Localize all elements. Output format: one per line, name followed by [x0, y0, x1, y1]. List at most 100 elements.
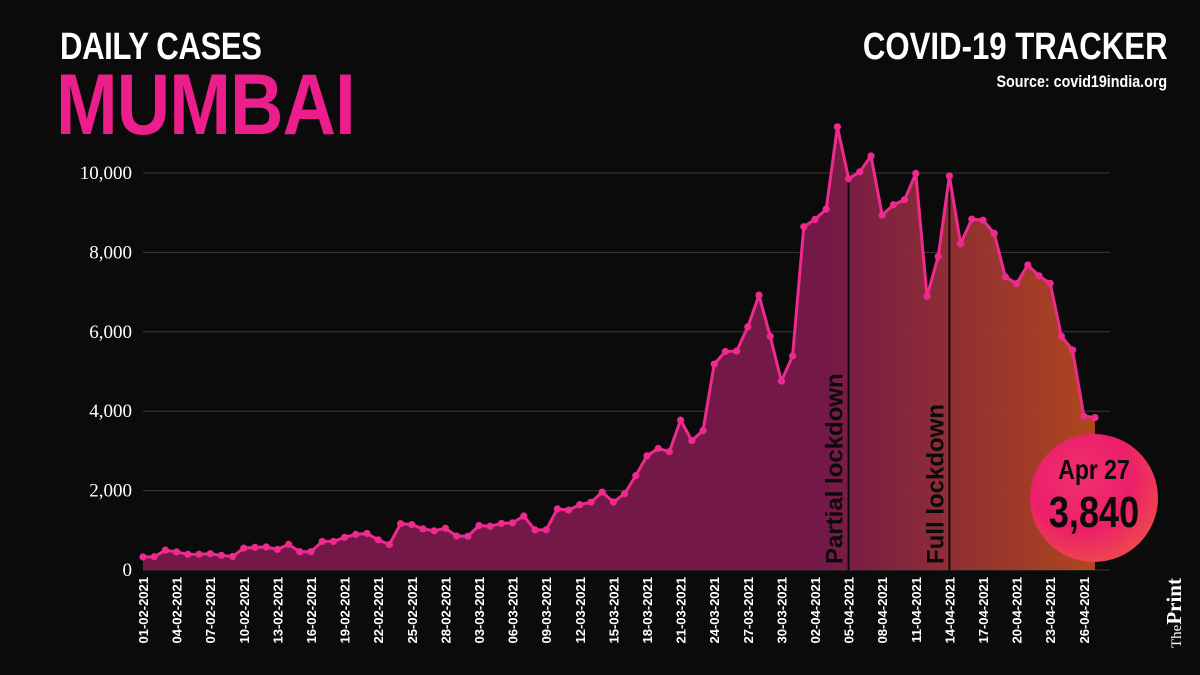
- x-tick-label: 26-04-2021: [1077, 577, 1092, 644]
- x-tick-label: 04-02-2021: [170, 577, 185, 644]
- data-point: [173, 548, 181, 556]
- y-tick-label: 10,000: [80, 163, 132, 184]
- x-tick-label: 06-03-2021: [506, 577, 521, 644]
- data-point: [688, 436, 696, 445]
- x-tick-label: 13-02-2021: [270, 577, 285, 644]
- data-point: [531, 526, 539, 534]
- data-point: [833, 123, 842, 131]
- x-tick-label: 14-04-2021: [942, 577, 957, 644]
- x-tick-label: 23-04-2021: [1043, 577, 1058, 644]
- data-point: [957, 240, 965, 248]
- data-point: [296, 548, 304, 556]
- x-tick-label: 12-03-2021: [573, 577, 588, 644]
- data-point: [621, 490, 629, 498]
- data-point: [777, 377, 786, 385]
- data-point: [307, 548, 315, 556]
- x-tick-label: 18-03-2021: [640, 577, 655, 644]
- x-tick-label: 20-04-2021: [1010, 577, 1025, 644]
- x-tick-label: 27-03-2021: [741, 577, 756, 644]
- data-point: [195, 550, 203, 558]
- data-point: [598, 488, 606, 496]
- x-tick-label: 03-03-2021: [472, 577, 487, 644]
- data-point: [150, 553, 158, 561]
- data-point: [262, 543, 270, 551]
- data-point: [363, 529, 371, 538]
- data-point: [206, 550, 214, 558]
- data-point: [385, 540, 393, 549]
- x-tick-label: 19-02-2021: [338, 577, 353, 644]
- data-point: [229, 552, 237, 561]
- annotation-layer: Partial lockdown Full lockdown: [822, 179, 951, 570]
- x-tick-label: 30-03-2021: [774, 577, 789, 644]
- data-point: [934, 252, 942, 261]
- data-point: [329, 537, 337, 546]
- city-title: MUMBAI: [56, 57, 356, 153]
- data-point: [867, 152, 875, 160]
- tracker-title: COVID-19 TRACKER: [863, 26, 1168, 68]
- annotation-label: Full lockdown: [922, 404, 949, 564]
- x-tick-label: 01-02-2021: [136, 577, 151, 644]
- y-tick-label: 6,000: [89, 322, 132, 343]
- data-point: [822, 205, 830, 213]
- data-point: [710, 360, 718, 368]
- x-tick-label: 07-02-2021: [203, 577, 218, 644]
- data-point: [240, 544, 248, 552]
- data-point: [1091, 413, 1099, 422]
- x-tick-label: 22-02-2021: [371, 577, 386, 644]
- x-tick-label: 16-02-2021: [304, 577, 319, 644]
- data-point: [408, 520, 416, 529]
- data-point: [161, 546, 169, 554]
- data-point: [968, 215, 976, 223]
- x-axis: 01-02-2021 04-02-2021 07-02-2021 10-02-2021…: [136, 577, 1092, 644]
- data-point: [665, 448, 674, 456]
- data-point: [285, 540, 293, 548]
- data-point: [643, 452, 651, 460]
- data-point: [609, 498, 618, 506]
- data-point: [1035, 272, 1043, 280]
- data-point: [1069, 346, 1077, 354]
- x-tick-label: 09-03-2021: [539, 577, 554, 644]
- data-point: [497, 519, 505, 528]
- data-point: [912, 169, 920, 178]
- data-point: [565, 506, 573, 514]
- data-point: [397, 520, 405, 528]
- x-tick-label: 17-04-2021: [976, 577, 991, 644]
- data-point: [845, 175, 853, 183]
- data-point: [755, 291, 763, 299]
- logo-print: Print: [1162, 578, 1186, 625]
- data-point: [654, 444, 662, 453]
- x-tick-label: 11-04-2021: [909, 577, 924, 643]
- data-point: [520, 512, 528, 520]
- data-point: [800, 223, 808, 231]
- data-point: [576, 501, 584, 509]
- data-point: [856, 168, 864, 176]
- data-point: [139, 553, 147, 561]
- x-tick-label: 10-02-2021: [237, 577, 252, 644]
- data-point: [553, 505, 562, 513]
- data-point: [1013, 280, 1021, 288]
- data-point: [374, 536, 382, 544]
- y-tick-label: 4,000: [89, 401, 132, 422]
- data-point: [318, 537, 326, 546]
- data-point: [1001, 273, 1010, 281]
- data-point: [945, 172, 954, 180]
- data-point: [352, 530, 360, 538]
- data-point: [721, 347, 730, 356]
- latest-value-callout: Apr 27 3,840: [1030, 434, 1158, 562]
- data-point: [979, 216, 987, 224]
- callout-value: 3,840: [1048, 488, 1140, 537]
- data-point: [901, 196, 909, 204]
- data-point: [430, 527, 438, 535]
- data-point: [923, 292, 931, 300]
- data-point: [542, 526, 550, 534]
- data-point: [733, 347, 741, 355]
- x-tick-label: 24-03-2021: [707, 577, 722, 644]
- data-point: [1024, 261, 1032, 269]
- x-tick-label: 21-03-2021: [674, 577, 689, 644]
- x-tick-label: 02-04-2021: [808, 577, 823, 644]
- data-point: [486, 522, 494, 530]
- data-point: [699, 426, 707, 435]
- data-point: [453, 532, 461, 540]
- data-point: [184, 550, 192, 558]
